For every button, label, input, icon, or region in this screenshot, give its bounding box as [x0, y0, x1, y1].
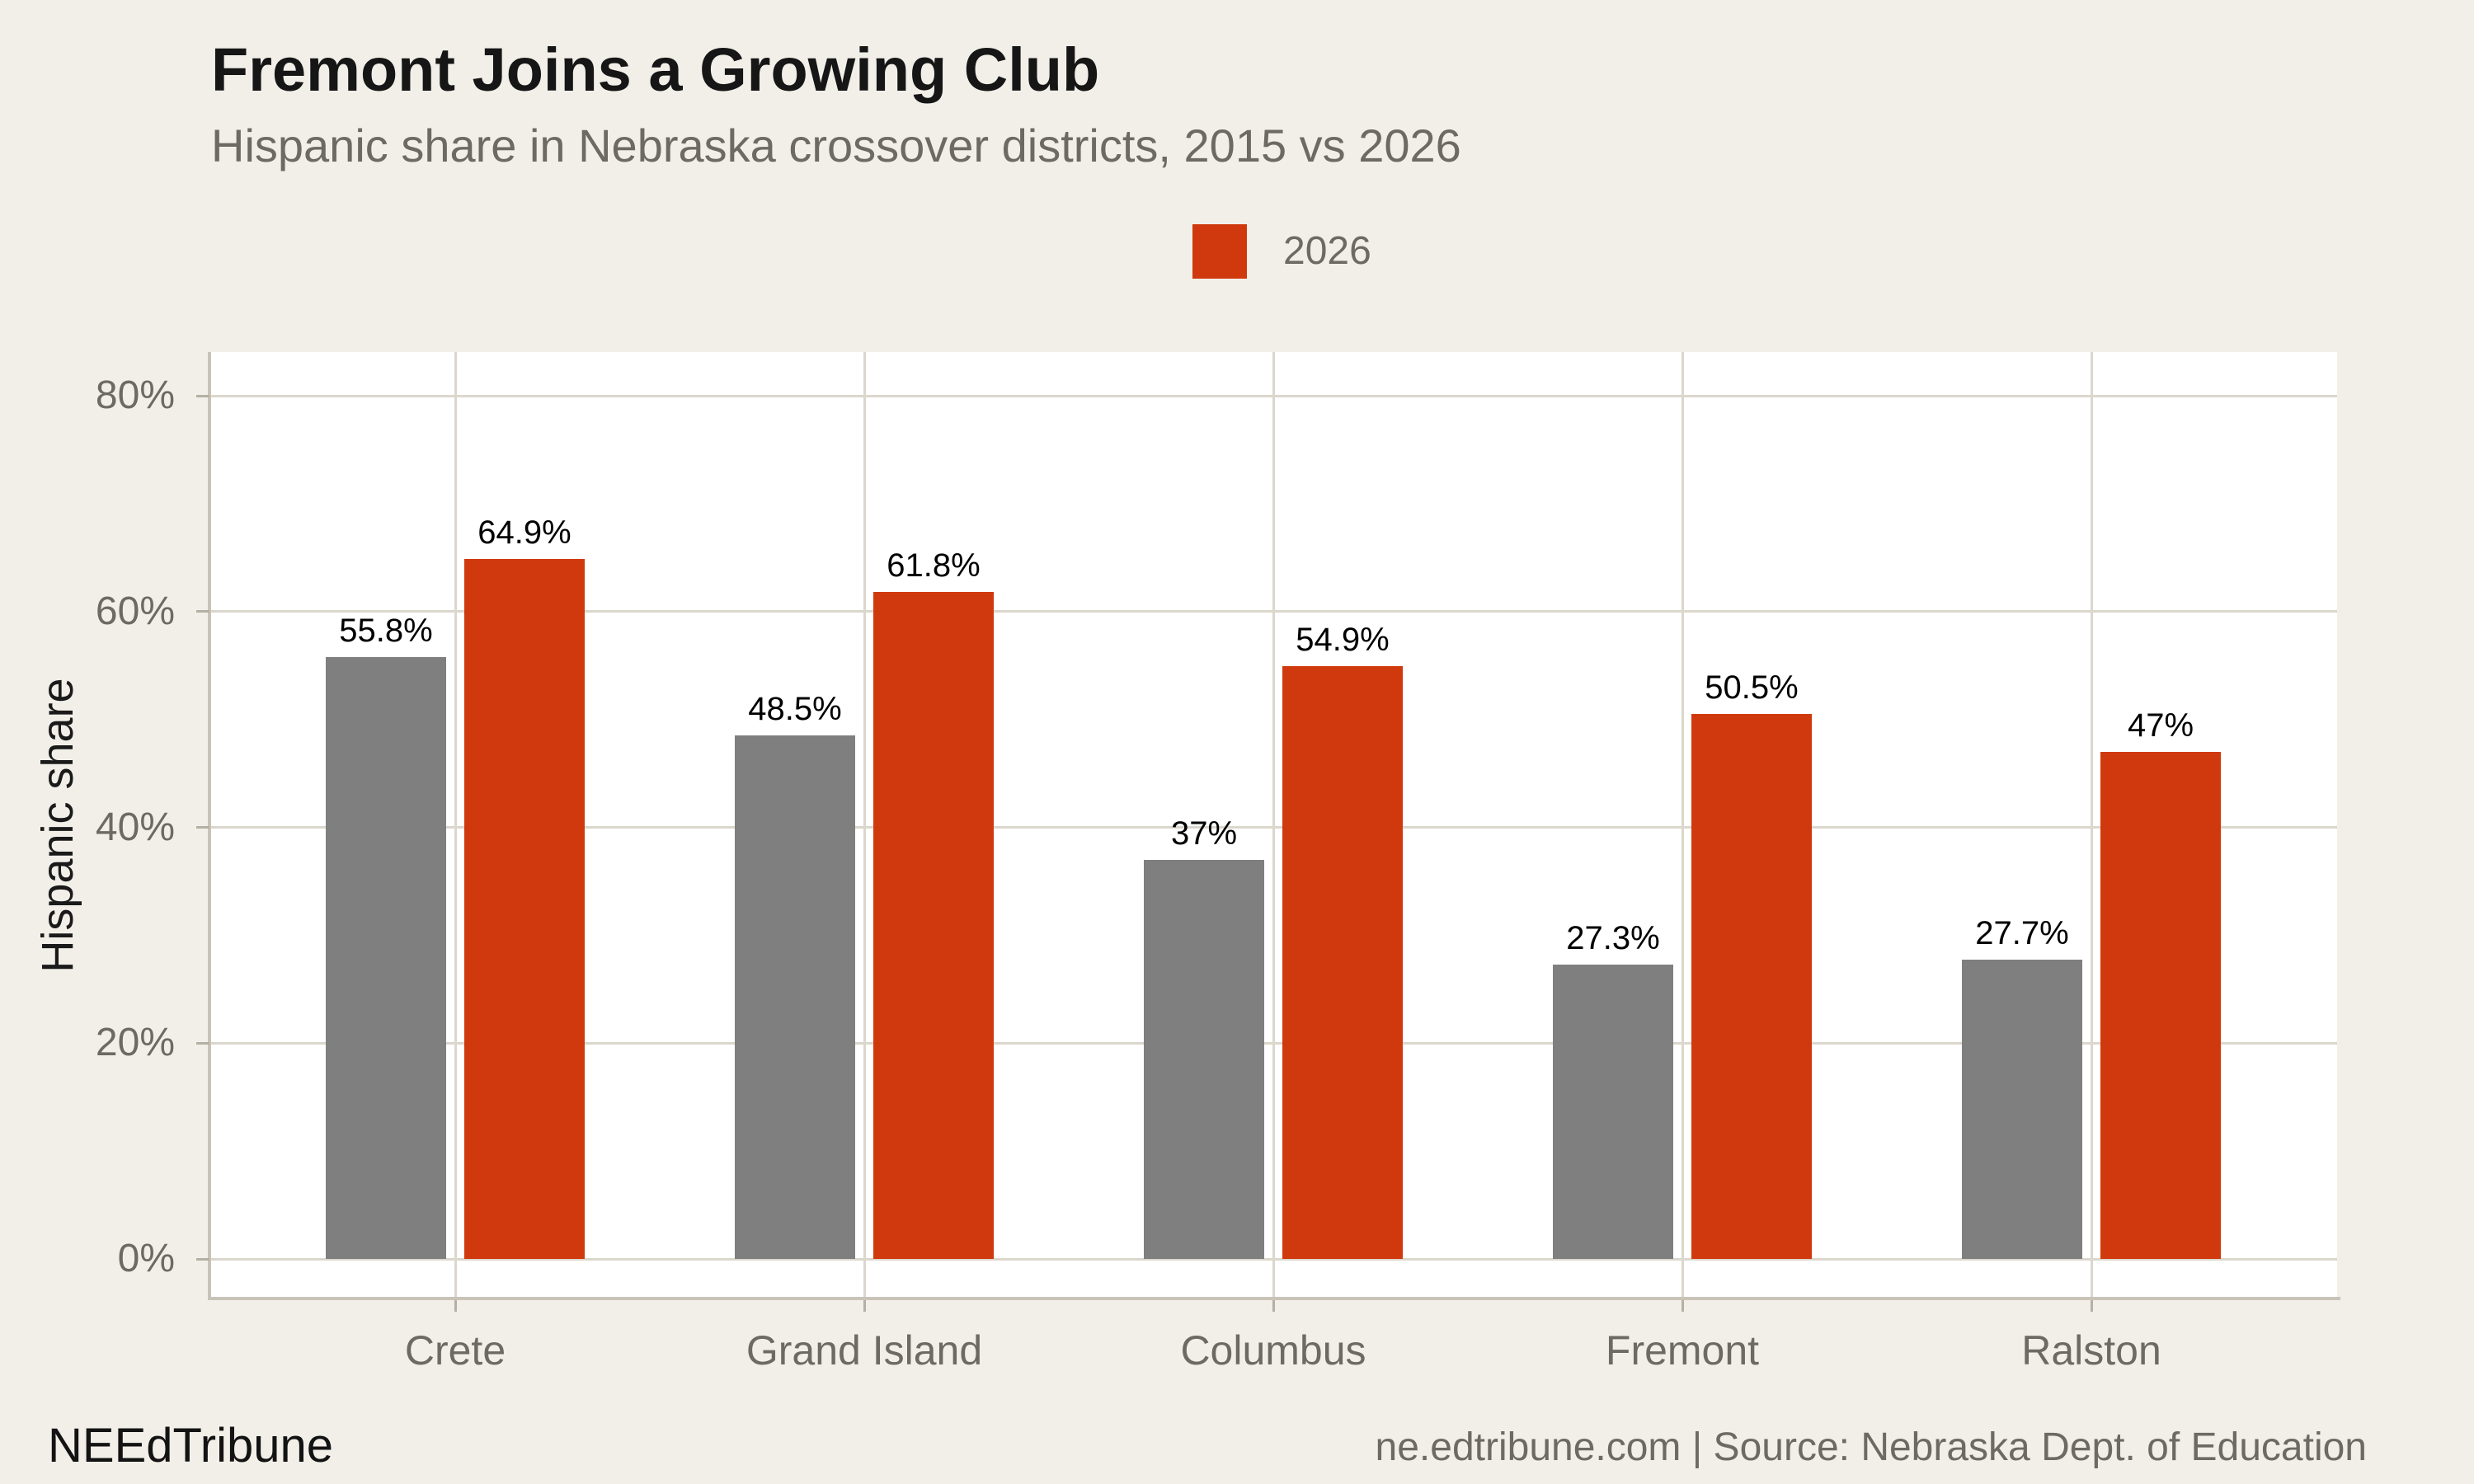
y-tick-80%	[196, 394, 209, 397]
bar-2015-fremont	[1553, 964, 1673, 1259]
x-tick-1	[863, 1300, 866, 1312]
y-tick-40%	[196, 826, 209, 829]
bar-2015-columbus	[1144, 859, 1264, 1259]
bar-value-label-2026-0: 64.9%	[477, 514, 571, 551]
x-tick-0	[454, 1300, 457, 1312]
chart-title: Fremont Joins a Growing Club	[211, 35, 1100, 104]
footer-source: ne.edtribune.com | Source: Nebraska Dept…	[1375, 1425, 2367, 1469]
y-tick-20%	[196, 1041, 209, 1045]
x-tick-3	[1681, 1300, 1684, 1312]
bar-value-label-2015-1: 48.5%	[748, 691, 842, 728]
bar-value-label-2026-4: 47%	[2127, 707, 2194, 744]
y-tick-label-40%: 40%	[95, 805, 175, 849]
bar-value-label-2026-3: 50.5%	[1705, 669, 1799, 707]
footer-brand: NEEdTribune	[48, 1419, 334, 1472]
y-tick-0%	[196, 1257, 209, 1261]
y-tick-60%	[196, 610, 209, 613]
bar-2015-ralston	[1962, 960, 2082, 1259]
legend-label-2026: 2026	[1283, 229, 1371, 273]
legend: 2026	[1192, 224, 1371, 279]
x-category-label-1: Grand Island	[745, 1327, 983, 1374]
plot-panel: 55.8% 48.5% 37% 27.3% 27.7% 64.9% 61.8% 54.9% 50…	[211, 352, 2337, 1298]
bar-2015-grand-island	[735, 735, 855, 1259]
y-tick-label-60%: 60%	[95, 589, 175, 633]
y-tick-label-0%: 0%	[117, 1237, 175, 1280]
x-axis-line	[208, 1297, 2340, 1300]
y-tick-label-20%: 20%	[95, 1021, 175, 1065]
gridline-category-3	[1681, 352, 1684, 1298]
gridline-category-1	[863, 352, 866, 1298]
y-axis-line	[208, 352, 211, 1298]
gridline-category-4	[2090, 352, 2093, 1298]
bar-value-label-2015-2: 37%	[1170, 815, 1238, 852]
chart-subtitle: Hispanic share in Nebraska crossover dis…	[211, 120, 1461, 171]
x-category-label-0: Crete	[404, 1327, 506, 1374]
bar-value-label-2015-0: 55.8%	[339, 612, 433, 649]
bar-2026-ralston	[2100, 751, 2221, 1259]
bar-2026-columbus	[1282, 666, 1403, 1259]
gridline-category-0	[454, 352, 457, 1298]
legend-swatch-2026	[1192, 224, 1247, 279]
bar-value-label-2026-2: 54.9%	[1296, 622, 1390, 659]
y-tick-label-80%: 80%	[95, 373, 175, 417]
x-tick-2	[1272, 1300, 1275, 1312]
x-tick-4	[2090, 1300, 2093, 1312]
bar-2026-grand-island	[873, 592, 994, 1259]
bar-2026-crete	[464, 558, 585, 1259]
bar-2026-fremont	[1691, 714, 1812, 1259]
gridline-category-2	[1272, 352, 1275, 1298]
bar-value-label-2015-3: 27.3%	[1566, 919, 1660, 956]
x-category-label-4: Ralston	[2021, 1327, 2161, 1374]
bar-2015-crete	[326, 656, 446, 1259]
y-axis-title: Hispanic share	[33, 678, 82, 973]
bar-value-label-2015-4: 27.7%	[1975, 915, 2069, 952]
x-category-label-2: Columbus	[1180, 1327, 1366, 1374]
bar-value-label-2026-1: 61.8%	[887, 547, 981, 585]
x-category-label-3: Fremont	[1605, 1327, 1760, 1374]
